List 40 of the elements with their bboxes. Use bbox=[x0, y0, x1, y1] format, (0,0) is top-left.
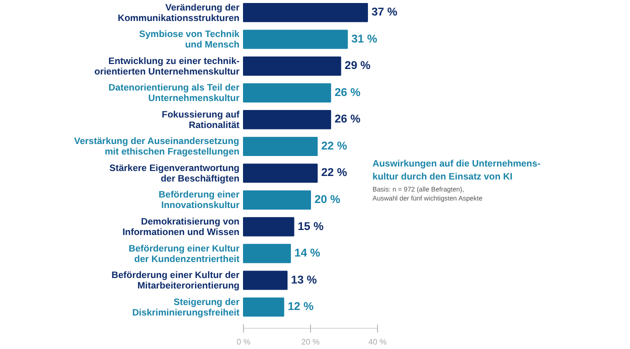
data-label: 20 % bbox=[314, 194, 340, 206]
y-tick-label: Verstärkung der Auseinandersetzung mit ethischen Fragestellungen bbox=[74, 136, 240, 157]
data-label: 13 % bbox=[291, 274, 317, 286]
data-label: 26 % bbox=[334, 114, 360, 126]
y-tick-label: Beförderung einer Kultur der Kundenzentriertheit bbox=[128, 243, 240, 264]
data-label: 12 % bbox=[288, 301, 314, 314]
y-tick-label: Steigerung der Diskriminierungsfreiheit bbox=[132, 296, 240, 318]
x-tick-label: 40 % bbox=[368, 338, 387, 346]
x-tick-label: 20 % bbox=[301, 338, 320, 346]
y-tick-label: Datenorientierung als Teil der Unternehmenskultur bbox=[108, 82, 240, 104]
bar bbox=[243, 2, 368, 22]
data-label: 37 % bbox=[371, 6, 398, 19]
bar bbox=[243, 136, 318, 156]
y-tick-label: Veränderung der Kommunikationsstrukturen bbox=[118, 2, 240, 23]
y-tick-label: Stärkere Eigenverantwortung der Beschäftigten bbox=[109, 162, 240, 184]
data-label: 14 % bbox=[294, 248, 320, 260]
bar bbox=[243, 297, 284, 317]
bar bbox=[243, 30, 348, 49]
y-tick-label: Beförderung einer Innovationskultur bbox=[158, 190, 240, 210]
text: Auswirkungen auf die Unternehmens- kultur durch den Einsatz von KI bbox=[372, 158, 540, 182]
bar bbox=[243, 164, 318, 183]
y-tick-label: Fokussierung auf Rationalität bbox=[162, 109, 240, 130]
bar bbox=[243, 56, 342, 76]
bar bbox=[243, 190, 311, 210]
y-tick-label: Entwicklung zu einer technik- orientierten Unternehmenskultur bbox=[94, 56, 240, 76]
data-label: 22 % bbox=[321, 167, 348, 180]
bar bbox=[243, 217, 294, 236]
bar bbox=[243, 83, 332, 102]
data-label: 26 % bbox=[334, 86, 360, 99]
data-label: 22 % bbox=[321, 140, 348, 152]
x-tick-label: 0 % bbox=[236, 338, 250, 346]
y-tick-label: Symbiose von Technik und Mensch bbox=[139, 29, 240, 50]
bar bbox=[243, 110, 332, 130]
data-label: 29 % bbox=[344, 60, 370, 72]
y-tick-label: Demokratisierung von Informationen und Wissen bbox=[122, 216, 240, 238]
data-label: 15 % bbox=[298, 220, 324, 233]
y-tick-label: Beförderung einer Kultur der Mitarbeiterorientierung bbox=[111, 270, 240, 291]
bar bbox=[243, 244, 291, 264]
bar bbox=[243, 270, 288, 290]
data-label: 31 % bbox=[351, 33, 378, 46]
